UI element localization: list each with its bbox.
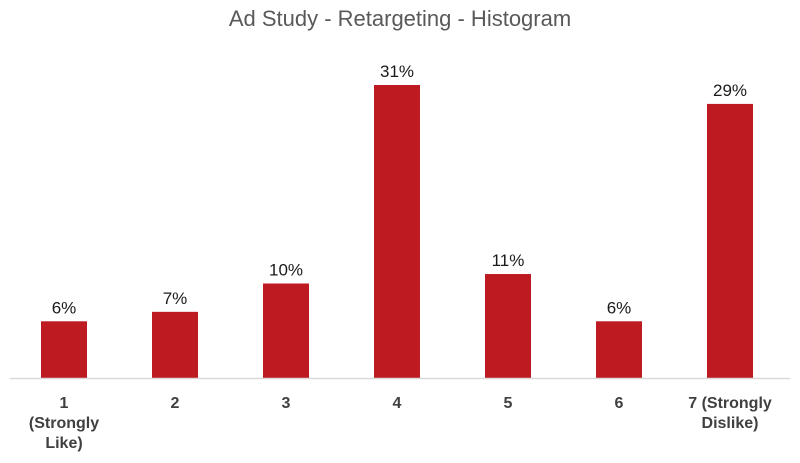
tick-label-line: 6 [615,395,624,412]
data-label-3: 10% [269,260,303,279]
tick-label-line: Dislike) [702,415,759,432]
data-label-5: 11% [492,251,525,270]
bar-5 [485,274,531,378]
tick-label-line: 3 [282,395,291,412]
bar-2 [152,311,198,378]
tick-label-6: 6 [615,395,624,412]
data-label-4: 31% [380,62,414,81]
tick-label-5: 5 [504,395,513,412]
tick-label-3: 3 [282,395,291,412]
chart-title: Ad Study - Retargeting - Histogram [229,6,571,31]
data-label-2: 7% [163,289,188,308]
tick-label-4: 4 [393,395,402,412]
tick-label-line: 7 (Strongly [688,395,772,412]
bar-3 [263,283,309,378]
bars-group [41,85,753,378]
bar-7 [707,103,753,378]
tick-label-line: Like) [45,435,82,452]
data-label-1: 6% [52,298,77,317]
tick-label-line: 2 [171,395,180,412]
bar-1 [41,321,87,378]
bar-4 [374,85,420,378]
tick-label-7: 7 (Strongly Dislike) [688,395,772,432]
data-label-6: 6% [607,298,632,317]
tick-label-line: 1 [60,395,69,412]
tick-labels-group: 1 (Strongly Like) 2 3 4 5 6 7 (Strongly Dislike) [29,395,772,452]
tick-label-1: 1 (Strongly Like) [29,395,99,452]
data-label-7: 29% [713,81,747,100]
bar-6 [596,321,642,378]
tick-label-2: 2 [171,395,180,412]
tick-label-line: 4 [393,395,402,412]
tick-label-line: (Strongly [29,415,99,432]
value-labels-group: 6% 7% 10% 31% 11% 6% 29% [52,62,747,317]
tick-label-line: 5 [504,395,513,412]
